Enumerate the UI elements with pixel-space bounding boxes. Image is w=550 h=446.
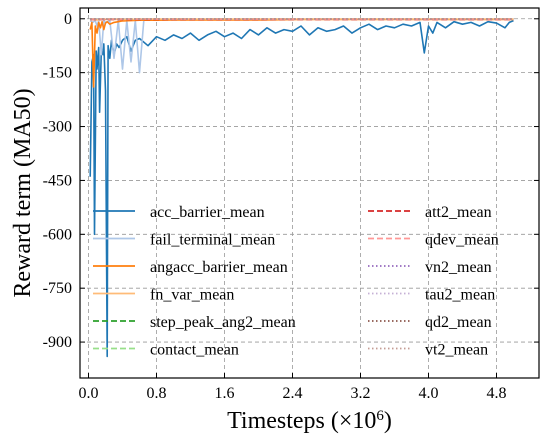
legend-label: acc_barrier_mean xyxy=(150,204,265,221)
series-lines xyxy=(89,18,514,358)
x-tick-label: 1.6 xyxy=(215,385,235,402)
legend-label: vt2_mean xyxy=(425,342,488,359)
legend-label: fn_var_mean xyxy=(150,287,234,304)
axis-ticks: 0.0 0.8 1.6 2.4 3.2 4.0 4.8 0 -150 -300 -450 -600 -7… xyxy=(43,8,539,402)
y-tick-label: -450 xyxy=(43,172,72,189)
legend-label: att2_mean xyxy=(425,204,492,221)
x-axis-label-exponent: 6 xyxy=(376,408,384,424)
x-axis-label-suffix: ) xyxy=(384,408,392,434)
legend-label: fail_terminal_mean xyxy=(150,232,275,249)
legend-label: angacc_barrier_mean xyxy=(150,259,288,276)
x-tick-label: 2.4 xyxy=(283,385,303,402)
y-tick-label: -300 xyxy=(43,119,72,136)
x-tick-label: 3.2 xyxy=(351,385,371,402)
legend-label: tau2_mean xyxy=(425,287,495,304)
x-tick-label: 4.8 xyxy=(487,385,507,402)
y-tick-label: -600 xyxy=(43,226,72,243)
x-tick-label: 0.8 xyxy=(147,385,167,402)
series-line-angacc-barrier-mean xyxy=(89,18,514,88)
y-tick-label: -750 xyxy=(43,280,72,297)
legend-label: qd2_mean xyxy=(425,314,492,331)
y-tick-label: -900 xyxy=(43,334,72,351)
grid-lines xyxy=(80,8,539,378)
y-tick-label: 0 xyxy=(64,11,72,28)
x-axis-label: Timesteps (×106) xyxy=(227,408,392,434)
legend-label: contact_mean xyxy=(150,342,239,359)
series-line-fail-terminal-mean xyxy=(89,19,145,74)
x-tick-label: 4.0 xyxy=(419,385,439,402)
legend-label: step_peak_ang2_mean xyxy=(150,314,296,331)
x-axis-label-text: Timesteps (×10 xyxy=(227,408,376,434)
legend-label: qdev_mean xyxy=(425,232,499,249)
x-tick-label: 0.0 xyxy=(79,385,99,402)
y-tick-label: -150 xyxy=(43,65,72,82)
y-axis-label: Reward term (MA50) xyxy=(10,88,36,297)
legend: acc_barrier_mean fail_terminal_meanangacc… xyxy=(93,204,499,359)
plot-frame xyxy=(79,7,540,379)
series-line-acc-barrier-mean xyxy=(89,19,514,358)
legend-label: vn2_mean xyxy=(425,259,492,276)
